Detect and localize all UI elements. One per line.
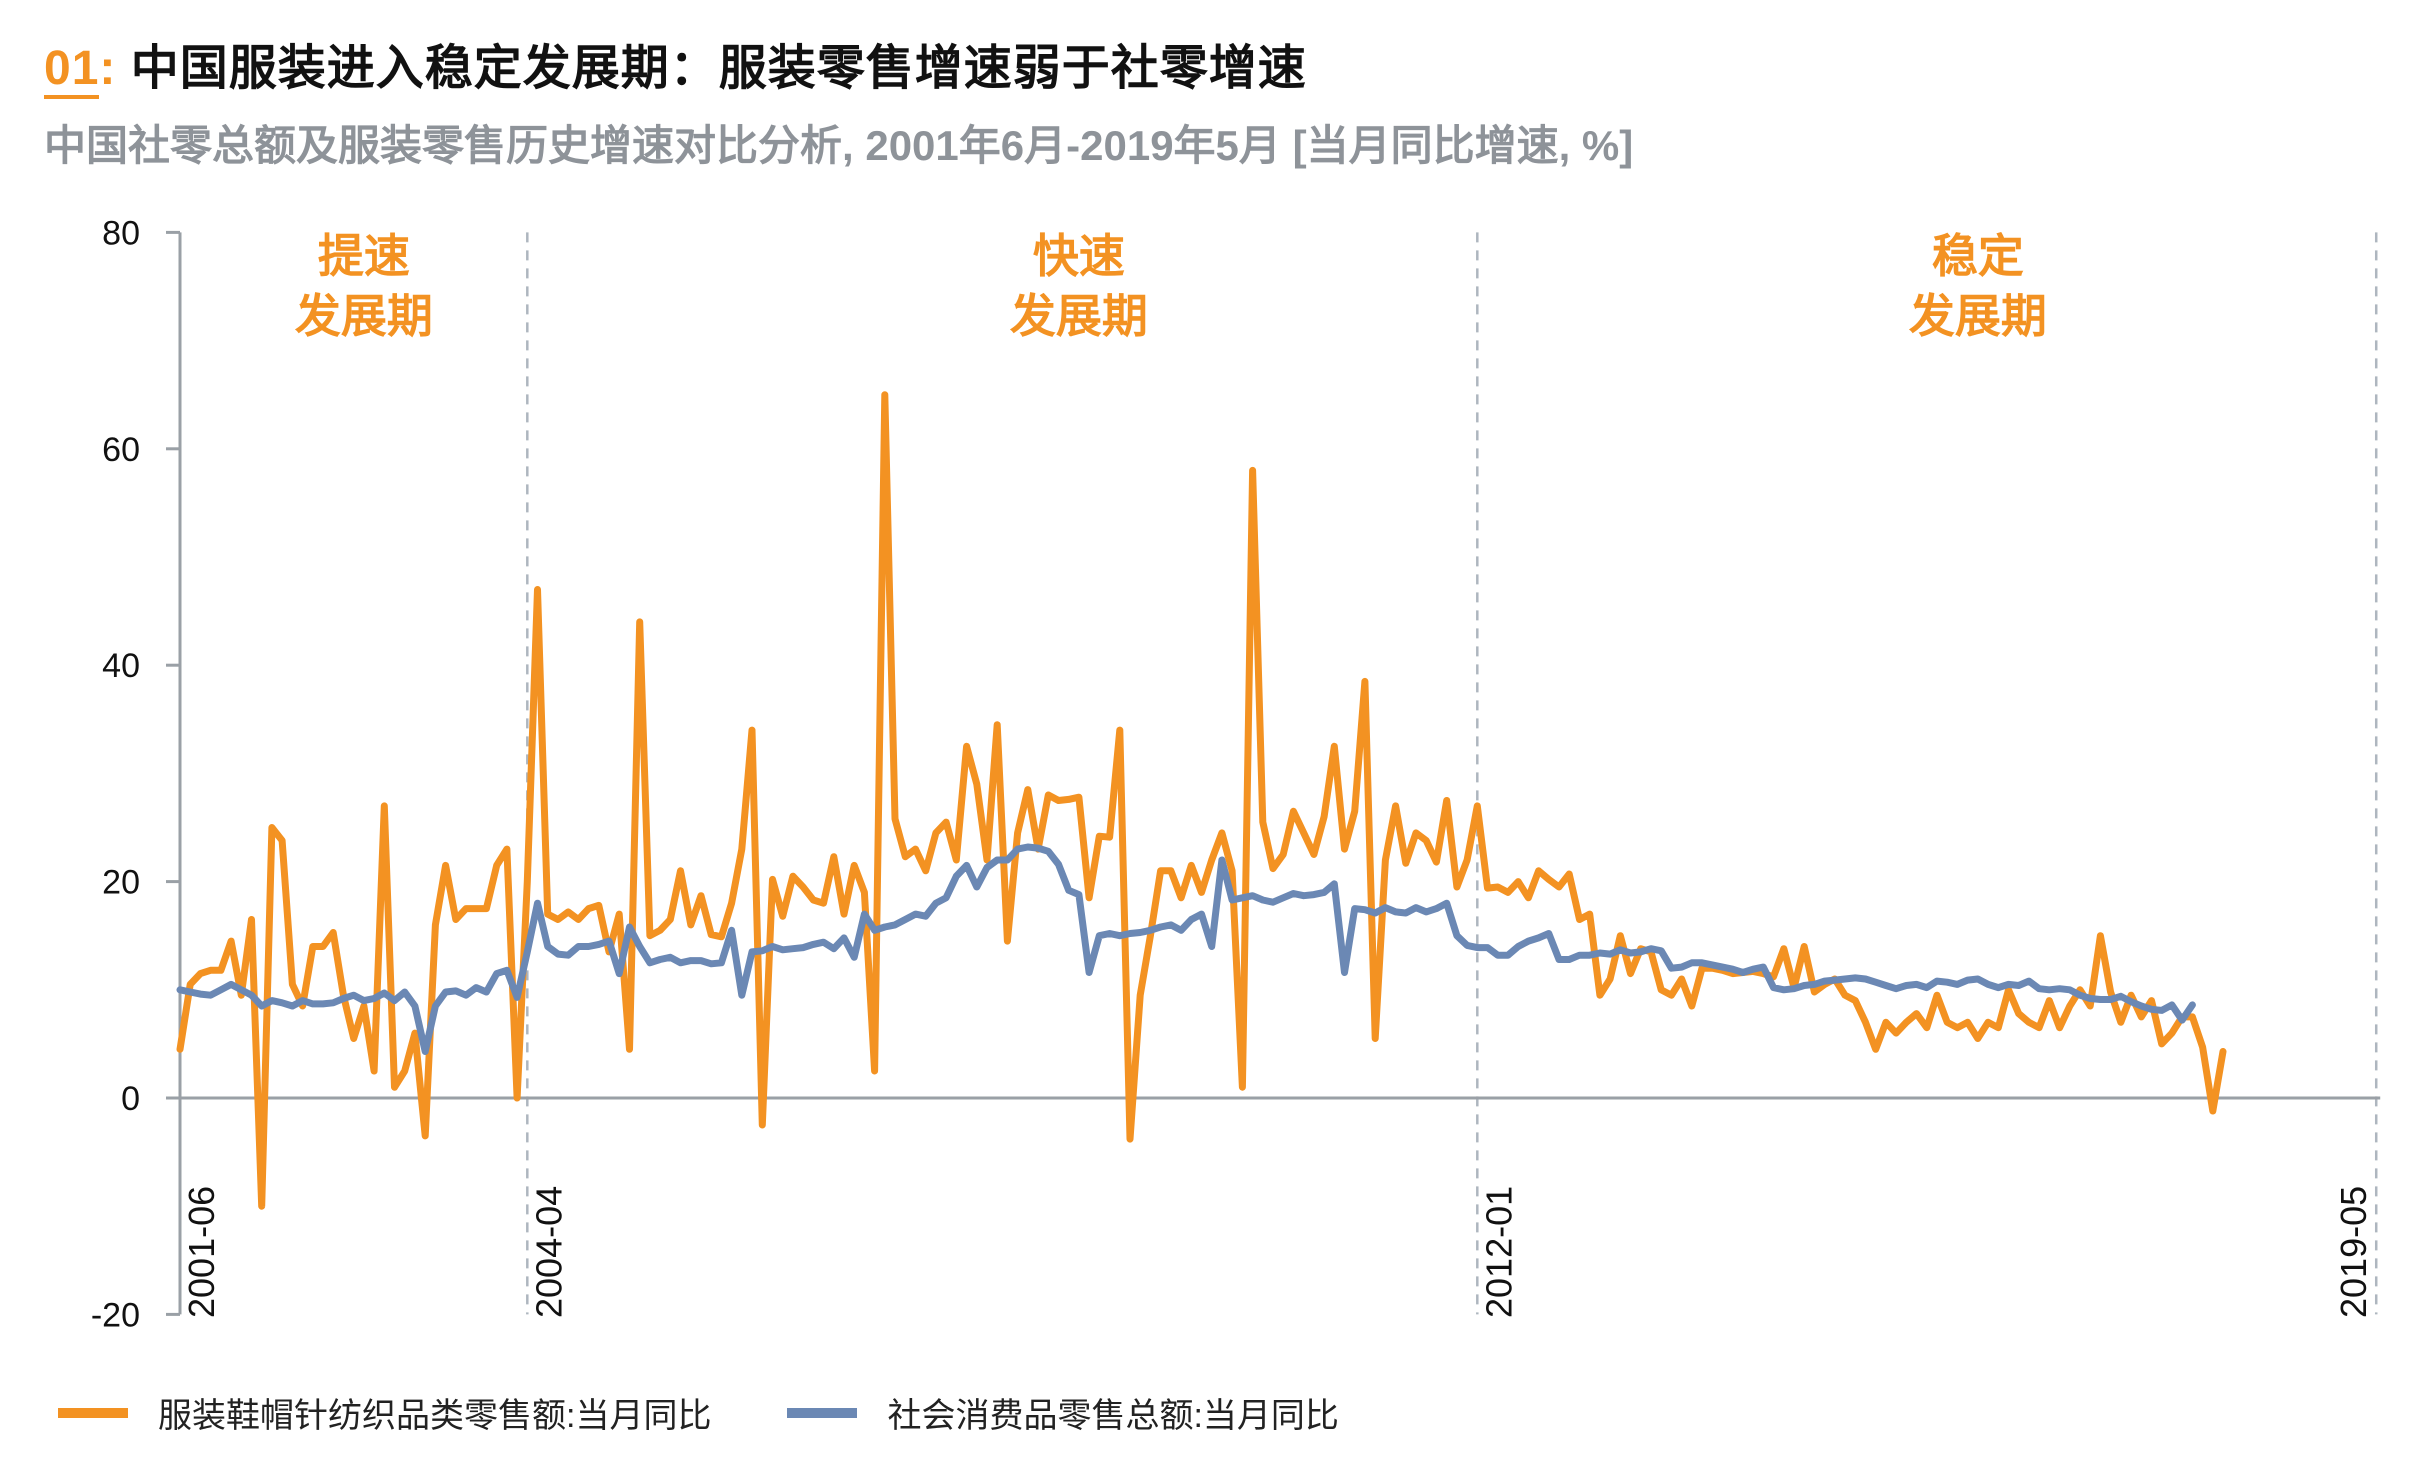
y-tick-label: 20 xyxy=(102,864,140,902)
legend-swatch-orange-icon xyxy=(58,1407,128,1418)
legend-label: 服装鞋帽针纺织品类零售额:当月同比 xyxy=(158,1397,712,1435)
x-tick-label: 2001-06 xyxy=(181,1186,222,1318)
page-title: 01: 中国服装进入稳定发展期：服装零售增速弱于社零增速 xyxy=(44,28,1307,99)
period-label: 提速 xyxy=(318,230,410,282)
x-tick-label: 2019-05 xyxy=(2333,1186,2374,1318)
y-tick-label: 80 xyxy=(102,214,140,252)
y-tick-label: 0 xyxy=(121,1080,140,1118)
legend-item-total-retail: 社会消费品零售总额:当月同比 xyxy=(787,1388,1339,1437)
period-label: 快速 xyxy=(1033,230,1125,282)
y-tick-label: 60 xyxy=(102,431,140,469)
section-number: 01 xyxy=(44,42,100,99)
period-label: 发展期 xyxy=(295,290,433,342)
period-label: 稳定 xyxy=(1932,230,2024,282)
total-retail-line xyxy=(176,843,2196,1055)
period-label: 发展期 xyxy=(1909,290,2047,342)
title-text: 中国服装进入稳定发展期：服装零售增速弱于社零增速 xyxy=(130,42,1307,95)
legend-swatch-blue-icon xyxy=(787,1407,858,1418)
chart-legend: 服装鞋帽针纺织品类零售额:当月同比 社会消费品零售总额:当月同比 xyxy=(58,1388,1415,1437)
x-tick-label: 2004-04 xyxy=(528,1186,569,1318)
legend-item-apparel: 服装鞋帽针纺织品类零售额:当月同比 xyxy=(58,1388,711,1437)
x-tick-label: 2012-01 xyxy=(1478,1186,1519,1318)
chart-axes: -20 0 20 40 60 80 xyxy=(91,214,2381,1334)
y-tick-label: -20 xyxy=(91,1296,140,1334)
data-series xyxy=(176,391,2227,1210)
y-tick-label: 40 xyxy=(102,647,140,685)
period-label: 发展期 xyxy=(1010,290,1148,342)
section-colon: : xyxy=(99,42,117,95)
apparel-retail-line xyxy=(176,391,2227,1210)
chart-subtitle: 中国社零总额及服装零售历史增速对比分析, 2001年6月-2019年5月 [当月… xyxy=(44,122,1634,169)
legend-label: 社会消费品零售总额:当月同比 xyxy=(887,1397,1339,1435)
x-axis-tick-labels: 2001-06 2004-04 2012-01 2019-05 xyxy=(181,1186,2374,1318)
period-divider-lines xyxy=(526,232,2378,1315)
